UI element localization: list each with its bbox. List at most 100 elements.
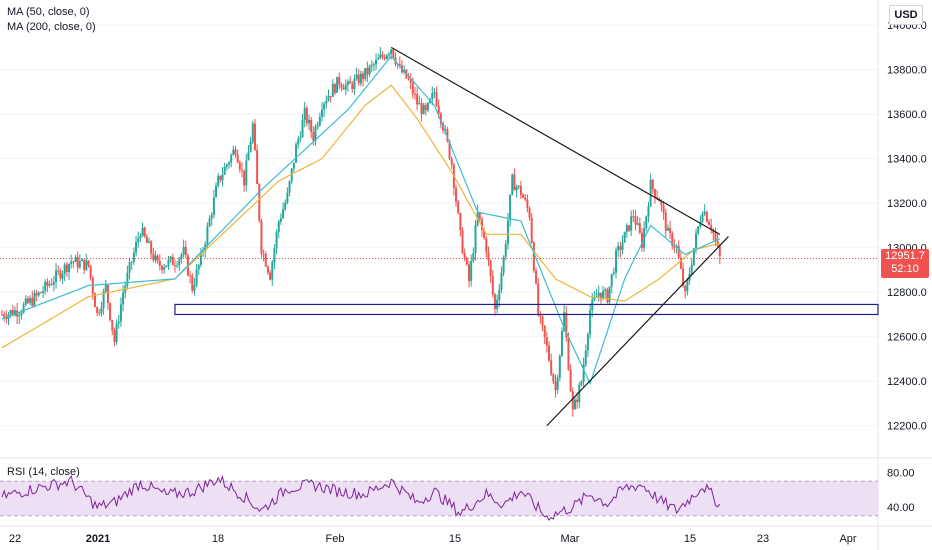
candle-body	[169, 256, 172, 260]
candle-body	[247, 152, 250, 161]
candle-body	[303, 107, 306, 120]
candle-body	[256, 149, 259, 185]
candle-body	[93, 293, 96, 308]
candle-body	[418, 103, 421, 105]
candle-body	[331, 84, 334, 97]
candle-body	[102, 291, 105, 308]
candle-body	[478, 211, 481, 220]
candle-body	[225, 164, 228, 167]
candle-body	[212, 197, 215, 215]
time-tick-label: Apr	[839, 533, 856, 545]
candle-body	[468, 264, 471, 281]
candle-body	[511, 174, 514, 195]
candle-body	[509, 194, 512, 221]
candle-body	[210, 214, 213, 219]
candle-body	[50, 283, 53, 285]
candle-body	[364, 68, 367, 80]
candle-body	[314, 126, 317, 141]
candle-body	[714, 233, 717, 241]
candle-body	[57, 270, 60, 272]
candle-body	[135, 242, 138, 253]
candle-body	[31, 298, 34, 306]
candle-body	[215, 185, 218, 198]
candle-body	[593, 297, 596, 300]
candle-body	[195, 269, 198, 286]
candle-body	[463, 253, 466, 258]
currency-badge[interactable]: USD	[889, 5, 923, 25]
rsi-tick-label: 80.00	[887, 468, 915, 480]
candle-body	[141, 227, 144, 236]
candle-body	[359, 73, 362, 84]
candle-body	[80, 259, 83, 262]
candle-body	[130, 261, 133, 263]
candle-body	[448, 140, 451, 159]
candle-body	[310, 119, 313, 132]
countdown-label: 52:10	[891, 263, 919, 275]
candle-body	[697, 226, 700, 234]
candle-body	[182, 246, 185, 255]
support-trendline[interactable]	[546, 236, 729, 427]
candle-body	[666, 227, 669, 231]
candle-body	[290, 168, 293, 182]
candle-body	[669, 227, 672, 233]
candle-body	[718, 245, 721, 257]
candle-body	[677, 245, 680, 258]
candle-body	[98, 312, 101, 314]
candle-body	[70, 261, 73, 265]
candle-body	[433, 92, 436, 94]
candle-body	[208, 218, 211, 227]
candle-body	[450, 158, 453, 165]
candle-body	[87, 260, 90, 266]
candle-body	[556, 377, 559, 390]
support-zone[interactable]	[174, 303, 879, 316]
candle-body	[392, 49, 395, 58]
legend-rsi: RSI (14, close)	[7, 466, 80, 478]
candle-body	[379, 54, 382, 59]
candle-body	[712, 229, 715, 234]
candle-body	[59, 271, 62, 279]
candle-body	[329, 96, 332, 98]
candle-body	[528, 208, 531, 218]
time-tick-label: 22	[9, 533, 21, 545]
candle-body	[370, 64, 373, 67]
candle-body	[3, 314, 6, 318]
resistance-trendline[interactable]	[390, 46, 721, 235]
candle-body	[388, 54, 391, 56]
candle-body	[178, 258, 181, 266]
candle-body	[24, 298, 27, 305]
candle-body	[565, 312, 568, 338]
candle-body	[89, 265, 92, 278]
candle-body	[106, 284, 109, 303]
candle-body	[457, 201, 460, 214]
candle-body	[377, 58, 380, 60]
candle-body	[266, 266, 269, 273]
candle-body	[573, 399, 576, 410]
candle-body	[493, 294, 496, 310]
candle-body	[660, 201, 663, 206]
candle-body	[240, 169, 243, 171]
candle-body	[567, 337, 570, 370]
candle-body	[232, 149, 235, 155]
candle-body	[420, 103, 423, 114]
candle-body	[115, 323, 118, 342]
candle-body	[197, 264, 200, 270]
candle-body	[597, 292, 600, 297]
candle-body	[152, 253, 155, 261]
price-tick-label: 12400.0	[887, 376, 927, 388]
candle-body	[483, 229, 486, 239]
candle-body	[552, 374, 555, 382]
candle-body	[465, 257, 468, 265]
candle-body	[143, 227, 146, 237]
candle-body	[439, 113, 442, 124]
candle-body	[48, 283, 51, 286]
candle-body	[541, 316, 544, 326]
candle-body	[502, 257, 505, 273]
time-tick-label: 2021	[86, 533, 110, 545]
candle-body	[673, 245, 676, 248]
candle-body	[344, 84, 347, 90]
candle-body	[623, 231, 626, 243]
candle-body	[413, 93, 416, 95]
price-tick-label: 13400.0	[887, 154, 927, 166]
candle-body	[63, 264, 66, 274]
